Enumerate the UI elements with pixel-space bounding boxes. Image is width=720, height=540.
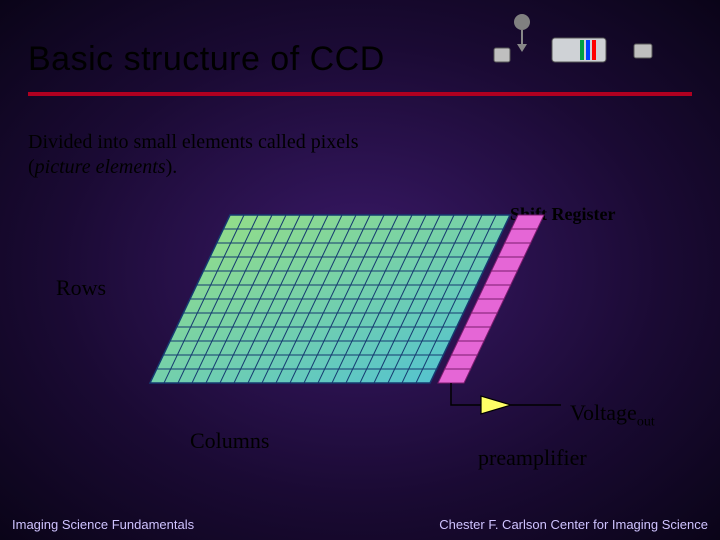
slide: Basic structure of CCD Divided into smal… bbox=[0, 0, 720, 540]
ccd-chip-icon bbox=[552, 38, 606, 62]
output-box-icon bbox=[634, 44, 652, 58]
label-rows: Rows bbox=[56, 275, 106, 301]
label-preamplifier: preamplifier bbox=[478, 445, 587, 471]
label-voltage: Voltageout bbox=[570, 400, 655, 430]
header-deco-svg bbox=[480, 10, 660, 70]
subtitle-line-1: Divided into small elements called pixel… bbox=[28, 131, 358, 153]
detector-box-icon bbox=[494, 48, 510, 62]
particle-arrow bbox=[517, 44, 527, 52]
subtitle-italic: picture elements bbox=[35, 156, 166, 178]
title-underline bbox=[28, 92, 692, 96]
label-columns: Columns bbox=[190, 428, 269, 454]
ccd-diagram bbox=[140, 205, 580, 425]
slide-title: Basic structure of CCD bbox=[28, 40, 385, 79]
subtitle-line-2: (picture elements). bbox=[28, 156, 177, 178]
subtitle: Divided into small elements called pixel… bbox=[28, 130, 358, 180]
voltage-subscript: out bbox=[637, 414, 655, 429]
ccd-svg bbox=[140, 205, 580, 425]
particle-icon bbox=[514, 14, 530, 30]
header-decoration bbox=[480, 10, 660, 70]
footer-left: Imaging Science Fundamentals bbox=[12, 517, 194, 532]
footer-right: Chester F. Carlson Center for Imaging Sc… bbox=[439, 517, 708, 532]
voltage-text: Voltage bbox=[570, 400, 637, 425]
